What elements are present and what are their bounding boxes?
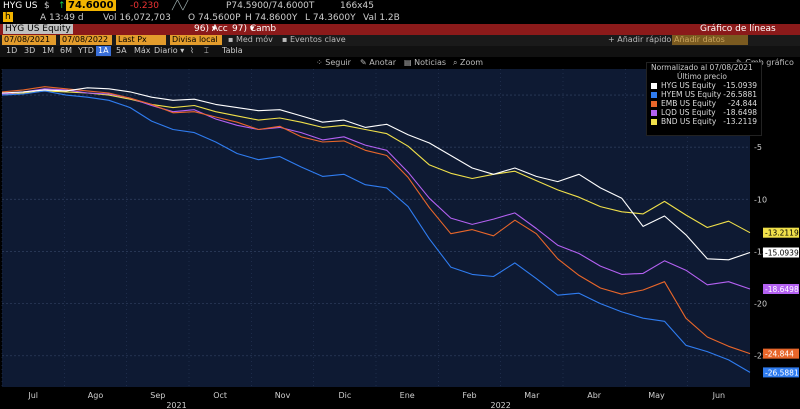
range-bar: 1D 3D 1M 6M YTD 1A 5A Máx Diario ▾ ⌇ ⌶ T… (0, 46, 800, 57)
quote-bar: HYG US $ ↑ 74.6000 -0.230 ╱╲╱ P74.5900/7… (0, 0, 800, 12)
year-label: 2022 (490, 401, 510, 409)
legend: Normalizado al 07/08/2021 Último precio … (646, 62, 762, 136)
x-tick-label: Ene (400, 391, 415, 400)
x-tick-label: Oct (213, 391, 227, 400)
frequency-select[interactable]: Diario ▾ (154, 46, 185, 55)
x-tick-label: Mar (524, 391, 540, 400)
price-change: -0.230 (130, 1, 160, 11)
low-price: L 74.3600Y (305, 13, 356, 23)
annotate-button[interactable]: ✎ Anotar (360, 58, 397, 67)
follow-button[interactable]: ⁘ Seguir (316, 58, 351, 67)
x-tick-label: Jul (27, 391, 38, 400)
key-events-toggle[interactable]: ▪ Eventos clave (282, 35, 346, 44)
bloomberg-logo-icon: h (3, 12, 13, 22)
plot-area (2, 69, 750, 387)
currency-select[interactable]: Divisa local (170, 35, 222, 45)
actions-menu[interactable]: 96) Acc ▾ (194, 24, 228, 34)
last-value-label: -13.2119 (765, 229, 799, 238)
ticker[interactable]: HYG US (3, 1, 38, 11)
legend-item-hyg[interactable]: HYG US Equity -15.0939 (647, 81, 761, 90)
table-button[interactable]: Tabla (222, 46, 243, 55)
y-tick-label: -15 (754, 247, 767, 256)
line-chart-icon[interactable]: ⌇ (190, 46, 194, 55)
last-value-tag (763, 227, 799, 238)
zoom-button[interactable]: ⌕ Zoom (453, 58, 484, 67)
value-traded: Val 1.2B (363, 13, 400, 23)
legend-item-bnd[interactable]: BND US Equity -13.2119 (647, 117, 761, 126)
quote-time: A 13:49 d (40, 13, 84, 23)
last-value-tag (763, 348, 799, 359)
range-1d[interactable]: 1D (6, 46, 18, 55)
x-tick-label: Jun (712, 391, 726, 400)
bid-ask: P74.5900/74.6000T (226, 1, 315, 11)
change-menu[interactable]: 97) Camb ▾ (232, 24, 277, 34)
range-1a[interactable]: 1A (96, 46, 111, 56)
series-line-hyg (1, 87, 751, 261)
x-tick-label: Nov (275, 391, 291, 400)
news-button[interactable]: ▤ Noticias (404, 58, 447, 67)
series-line-bnd (1, 90, 751, 234)
last-value-tag (763, 367, 799, 378)
legend-item-hyem[interactable]: HYEM US Equity -26.5881 (647, 90, 761, 99)
x-tick-label: Abr (587, 391, 602, 400)
range-1m[interactable]: 1M (42, 46, 54, 55)
x-tick-label: Dic (338, 391, 351, 400)
last-value-tag (763, 283, 799, 294)
high-price: H 74.8600Y (245, 13, 298, 23)
start-date-input[interactable]: 07/08/2021 (2, 35, 56, 45)
quote-details: h A 13:49 d Vol 16,072,703 O 74.5600P H … (0, 12, 800, 24)
last-value-label: -24.844 (765, 350, 794, 359)
currency: $ (44, 1, 50, 11)
quick-add-button[interactable]: + Añadir rápido (608, 35, 672, 44)
open-price: O 74.5600P (188, 13, 241, 23)
x-tick-label: Feb (462, 391, 476, 400)
sparkline-icon: ╱╲╱ (172, 1, 189, 11)
x-tick-label: May (648, 391, 665, 400)
last-value-tag (763, 247, 799, 258)
end-date-input[interactable]: 07/08/2022 (60, 35, 112, 45)
legend-item-lqd[interactable]: LQD US Equity -18.6498 (647, 108, 761, 117)
legend-title: Normalizado al 07/08/2021 (651, 63, 753, 72)
range-3d[interactable]: 3D (24, 46, 36, 55)
volume: Vol 16,072,703 (103, 13, 171, 23)
range-5a[interactable]: 5A (116, 46, 127, 55)
x-tick-label: Sep (150, 391, 165, 400)
legend-subtitle: Último precio (677, 72, 727, 81)
y-tick-label: -5 (754, 143, 762, 152)
bid-ask-size: 166x45 (340, 1, 374, 11)
line-chart: 0-5-10-15-20-25JulAgoSepOctNovDicEneFebM… (1, 69, 799, 409)
bar-chart-icon[interactable]: ⌶ (204, 46, 209, 55)
title-bar: HYG US Equity 96) Acc ▾ 97) Camb ▾ Gráfi… (0, 24, 800, 35)
moving-average-toggle[interactable]: ▪ Med móv (228, 35, 273, 44)
y-tick-label: -20 (754, 300, 767, 309)
range-ytd[interactable]: YTD (78, 46, 94, 55)
series-line-emb (1, 86, 751, 355)
y-tick-label: -25 (754, 352, 767, 361)
security-field[interactable]: HYG US Equity (3, 24, 73, 34)
last-value-label: -18.6498 (765, 285, 799, 294)
range-max[interactable]: Máx (134, 46, 151, 55)
add-data-input[interactable]: Añadir datos (672, 35, 748, 45)
last-value-label: -26.5881 (765, 368, 799, 377)
field-select[interactable]: Last Px (116, 35, 166, 45)
range-6m[interactable]: 6M (60, 46, 72, 55)
year-label: 2021 (166, 401, 186, 409)
chart-type-label: Gráfico de líneas (700, 24, 776, 34)
legend-item-emb[interactable]: EMB US Equity -24.844 (647, 99, 761, 108)
series-line-hyem (1, 90, 751, 373)
last-price: 74.6000 (66, 0, 116, 11)
input-bar: 07/08/2021 07/08/2022 Last Px Divisa loc… (0, 35, 800, 46)
last-value-label: -15.0939 (765, 249, 799, 258)
up-arrow-icon: ↑ (58, 1, 66, 11)
y-tick-label: -10 (754, 195, 767, 204)
x-tick-label: Ago (88, 391, 104, 400)
